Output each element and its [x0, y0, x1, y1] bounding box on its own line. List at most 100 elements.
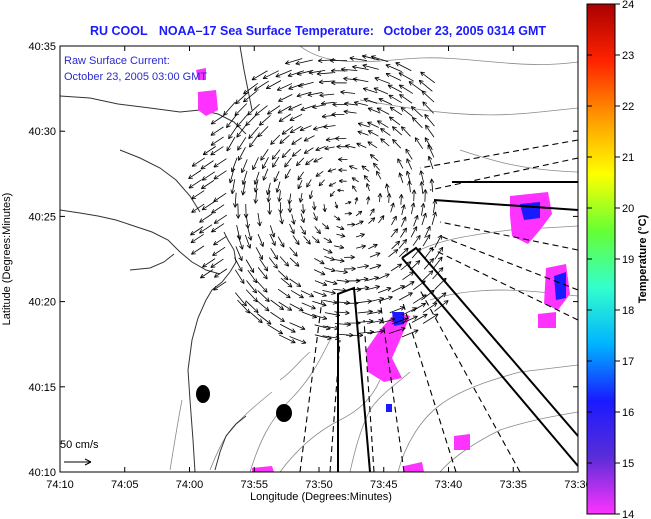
- current-vector-arrow: [241, 181, 246, 196]
- current-vector-arrow: [210, 258, 224, 268]
- current-vector-arrow: [190, 233, 204, 244]
- current-vector-arrow: [210, 146, 224, 156]
- current-vector-arrow: [273, 171, 280, 183]
- current-vector-arrow: [210, 115, 224, 125]
- current-vector-arrow: [421, 289, 435, 301]
- current-vector-arrow: [323, 124, 336, 129]
- current-vector-arrow: [352, 77, 369, 83]
- coastline-segment: [60, 209, 221, 275]
- current-vector-arrow: [213, 158, 227, 168]
- current-vector-arrow: [423, 258, 435, 270]
- current-vector-arrow: [235, 203, 241, 219]
- current-vector-arrow: [247, 103, 260, 116]
- y-tick-label: 40:20: [28, 297, 56, 309]
- current-vector-arrow: [398, 172, 404, 184]
- current-vector-arrow: [191, 245, 205, 255]
- current-vector-arrow: [280, 277, 293, 288]
- current-vector-arrow: [434, 300, 449, 312]
- current-vector-arrow: [349, 56, 368, 62]
- sst-patch: [554, 272, 566, 300]
- current-vector-arrow: [434, 234, 442, 248]
- current-vector-arrow: [269, 233, 276, 246]
- title-agency: RU COOL: [90, 24, 148, 38]
- current-vector-arrow: [314, 226, 321, 235]
- current-vector-arrow: [245, 259, 255, 273]
- current-vector-arrow: [235, 246, 243, 261]
- current-vector-arrow: [385, 72, 402, 81]
- current-vector-arrow: [351, 177, 359, 183]
- current-vector-arrow: [322, 290, 336, 295]
- current-vector-arrow: [257, 290, 270, 303]
- current-vector-arrow: [313, 125, 326, 131]
- current-vector-arrow: [257, 267, 268, 280]
- current-vector-arrow: [188, 179, 202, 189]
- current-vector-arrow: [357, 264, 369, 269]
- current-vector-arrow: [267, 324, 283, 335]
- current-vector-arrow: [272, 156, 280, 168]
- current-vector-arrow: [338, 157, 348, 162]
- current-vector-arrow: [327, 168, 337, 173]
- current-vector-arrow: [318, 179, 325, 187]
- current-vector-arrow: [398, 194, 404, 205]
- current-vector-arrow: [301, 302, 316, 310]
- current-vector-arrow: [388, 249, 399, 258]
- current-vector-arrow: [314, 280, 328, 287]
- y-axis-label: Latitude (Degrees:Minutes): [1, 193, 13, 326]
- current-vector-arrow: [305, 158, 314, 166]
- current-vector-arrow: [236, 124, 247, 138]
- current-vector-arrow: [323, 237, 333, 243]
- current-vector-arrow: [211, 223, 225, 233]
- current-vector-arrow: [210, 136, 224, 146]
- current-vector-arrow: [355, 210, 363, 217]
- current-vector-arrow: [377, 193, 383, 203]
- current-vector-arrow: [352, 185, 357, 192]
- sst-patches: [196, 68, 570, 472]
- transect-dashed-line: [439, 235, 578, 291]
- current-vector-arrow: [332, 102, 347, 107]
- current-vector-arrow: [398, 292, 413, 301]
- current-vector-arrow: [268, 257, 278, 269]
- current-vector-arrow: [281, 126, 294, 135]
- current-vector-arrow: [386, 193, 392, 203]
- current-vector-arrow: [355, 233, 365, 238]
- current-vector-arrow: [228, 124, 239, 140]
- current-vector-arrow: [230, 179, 236, 195]
- current-vector-arrow: [391, 240, 401, 250]
- current-vector-arrow: [400, 227, 407, 238]
- sst-patch: [538, 312, 556, 328]
- current-vector-arrow: [277, 105, 292, 114]
- current-vector-arrow: [245, 300, 259, 314]
- bathymetry-contour: [279, 379, 381, 472]
- x-tick-label: 73:45: [370, 479, 398, 491]
- x-tick-label: 73:40: [435, 479, 463, 491]
- current-vector-arrow: [200, 160, 214, 170]
- current-vector-arrow: [402, 271, 415, 281]
- current-vector-arrow: [257, 213, 262, 227]
- current-vectors: [188, 54, 449, 344]
- current-vector-arrow: [369, 208, 375, 216]
- current-vector-arrow: [334, 244, 345, 250]
- current-vector-arrow: [400, 216, 407, 227]
- current-vector-arrow: [314, 258, 325, 265]
- current-vector-arrow: [367, 329, 385, 335]
- colorbar-tick-label: 21: [622, 152, 634, 164]
- current-vector-arrow: [355, 220, 364, 226]
- current-vector-arrow: [411, 247, 422, 259]
- current-vector-arrow: [432, 199, 438, 213]
- colorbar-tick-label: 19: [622, 254, 634, 266]
- current-vector-arrow: [278, 202, 283, 214]
- current-vector-arrow: [357, 122, 370, 128]
- current-vector-arrow: [278, 94, 293, 102]
- current-vector-arrow: [289, 278, 302, 287]
- current-vector-arrow: [278, 334, 296, 344]
- current-vector-arrow: [390, 228, 399, 238]
- current-vector-arrow: [333, 287, 347, 293]
- current-vector-arrow: [322, 248, 333, 254]
- transect-dashed-line: [429, 157, 578, 191]
- map-background: [60, 46, 578, 472]
- current-vector-arrow: [303, 135, 315, 142]
- current-vector-arrow: [300, 204, 306, 214]
- current-vector-arrow: [328, 182, 337, 187]
- current-vector-arrow: [318, 79, 335, 85]
- current-vector-arrow: [390, 263, 402, 272]
